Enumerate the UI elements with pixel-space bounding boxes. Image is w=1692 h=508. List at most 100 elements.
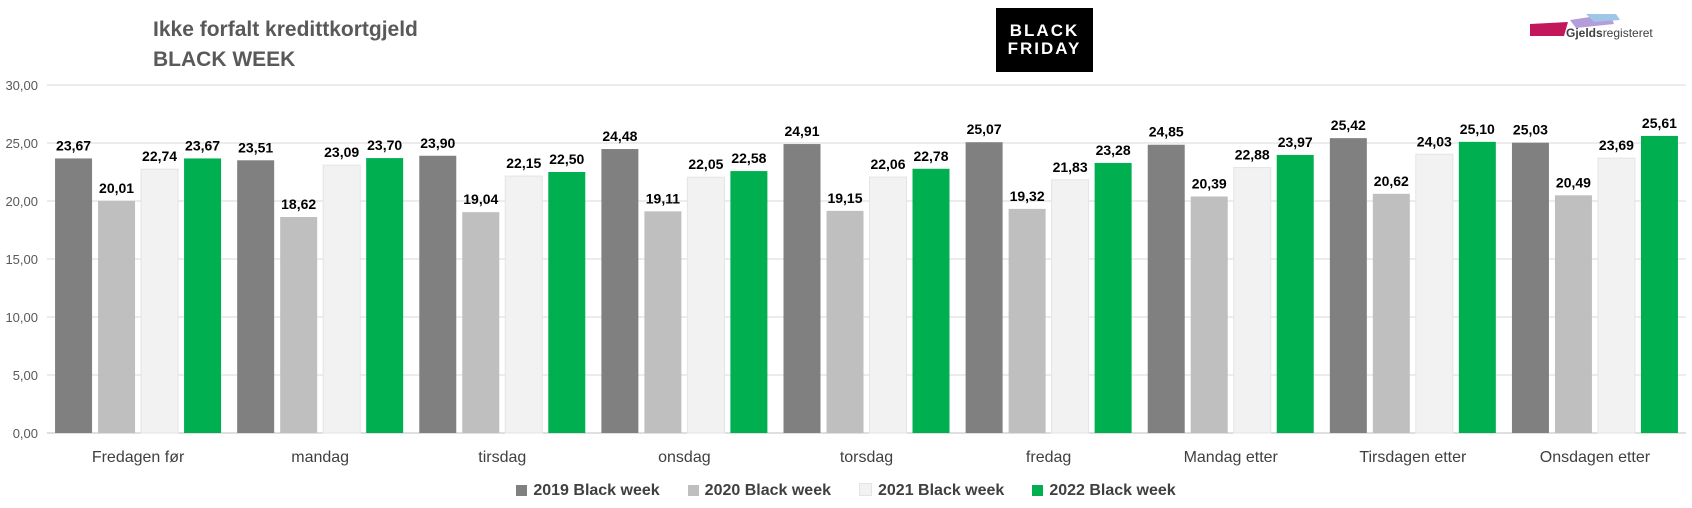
data-label: 23,90 [420,135,455,151]
chart-title: Ikke forfalt kredittkortgjeld [153,18,418,41]
legend-label: 2021 Black week [878,482,1005,499]
legend-label: 2019 Black week [533,482,660,499]
bar [322,164,361,434]
legend-swatch [1032,485,1044,496]
data-label: 22,06 [870,156,905,172]
bar [1511,142,1549,434]
chart-legend: 2019 Black week 2020 Black week 2021 Black… [0,482,1692,500]
data-label: 24,48 [602,128,637,144]
data-label: 24,03 [1417,133,1452,149]
bar [237,160,275,433]
bar [1640,135,1678,433]
bar [686,176,725,434]
y-tick-label: 15,00 [5,252,38,267]
bar [869,176,907,434]
gjeldsregisteret-logo-icon [1530,14,1620,36]
data-label: 20,49 [1556,174,1591,190]
data-label: 25,61 [1642,115,1677,131]
data-label: 23,28 [1096,142,1131,158]
logo-text: Gjeldsregisteret [1566,26,1653,40]
data-label: 22,15 [506,155,541,171]
x-tick-label: onsdag [658,449,711,466]
x-tick-label: Fredagen før [92,449,185,466]
data-label: 20,01 [99,180,134,196]
bar [730,171,768,433]
bar [826,210,864,433]
black-friday-badge: BLACK FRIDAY [996,8,1093,72]
legend-swatch [687,485,699,496]
data-label: 19,32 [1010,188,1045,204]
bar [1458,141,1496,433]
data-label: 20,39 [1192,175,1227,191]
bar [1276,154,1314,433]
legend-swatch [859,483,872,496]
bar [548,172,586,433]
data-label: 22,88 [1235,147,1270,163]
y-tick-label: 25,00 [5,136,38,151]
y-tick-label: 20,00 [5,194,38,209]
data-label: 25,03 [1513,122,1548,138]
data-label: 20,62 [1374,173,1409,189]
data-label: 25,10 [1460,121,1495,137]
y-tick-label: 10,00 [5,310,38,325]
bar [140,168,179,434]
bar [1597,157,1636,434]
x-tick-label: mandag [291,449,349,466]
bar [280,217,318,433]
bar [462,212,500,433]
data-label: 25,42 [1331,117,1366,133]
data-label: 22,78 [913,148,948,164]
data-label: 23,67 [185,137,220,153]
legend-item: 2022 Black week [1032,482,1176,500]
x-tick-label: Mandag etter [1184,449,1279,466]
bar [1051,179,1090,434]
bar [419,155,457,433]
bar [55,158,93,434]
data-label: 19,15 [827,190,862,206]
data-label: 24,91 [784,123,819,139]
badge-line-1: BLACK [1009,21,1080,40]
bar [184,158,222,434]
data-label: 22,58 [731,150,766,166]
bar [1415,153,1454,434]
bar [1372,193,1410,433]
data-label: 18,62 [281,196,316,212]
legend-swatch [516,485,528,496]
x-tick-label: tirsdag [478,449,526,466]
data-label: 22,74 [142,148,177,164]
bar [1008,208,1046,433]
bar [912,168,950,433]
bar [1147,144,1185,434]
data-label: 25,07 [967,121,1002,137]
y-tick-label: 30,00 [5,78,38,93]
bar [644,211,682,433]
bar [1554,195,1592,433]
data-label: 23,51 [238,139,273,155]
legend-item: 2019 Black week [516,482,660,500]
bar [1329,138,1367,434]
bar [1190,196,1228,433]
bar [504,175,543,434]
data-label: 19,11 [646,190,680,206]
y-tick-label: 5,00 [13,368,38,383]
data-label: 22,50 [549,151,584,167]
bar [783,144,821,433]
data-label: 23,67 [56,137,91,153]
x-tick-label: Onsdagen etter [1540,449,1651,466]
data-label: 24,85 [1149,124,1184,140]
data-label: 23,97 [1278,134,1313,150]
bar [965,142,1003,434]
bar [1233,167,1272,434]
bar [601,149,639,434]
bar-chart: 0,00 5,00 10,00 15,00 20,00 25,00 30,00 23,67 20… [5,78,1686,466]
badge-line-2: FRIDAY [1007,39,1082,58]
data-label: 23,69 [1599,137,1634,153]
legend-label: 2022 Black week [1049,482,1176,499]
data-label: 23,09 [324,144,359,160]
legend-item: 2021 Black week [859,482,1004,500]
data-label: 19,04 [463,191,498,207]
legend-label: 2020 Black week [704,482,831,499]
x-tick-label: Tirsdagen etter [1359,449,1467,466]
data-label: 23,70 [367,137,402,153]
data-label: 22,05 [688,156,723,172]
